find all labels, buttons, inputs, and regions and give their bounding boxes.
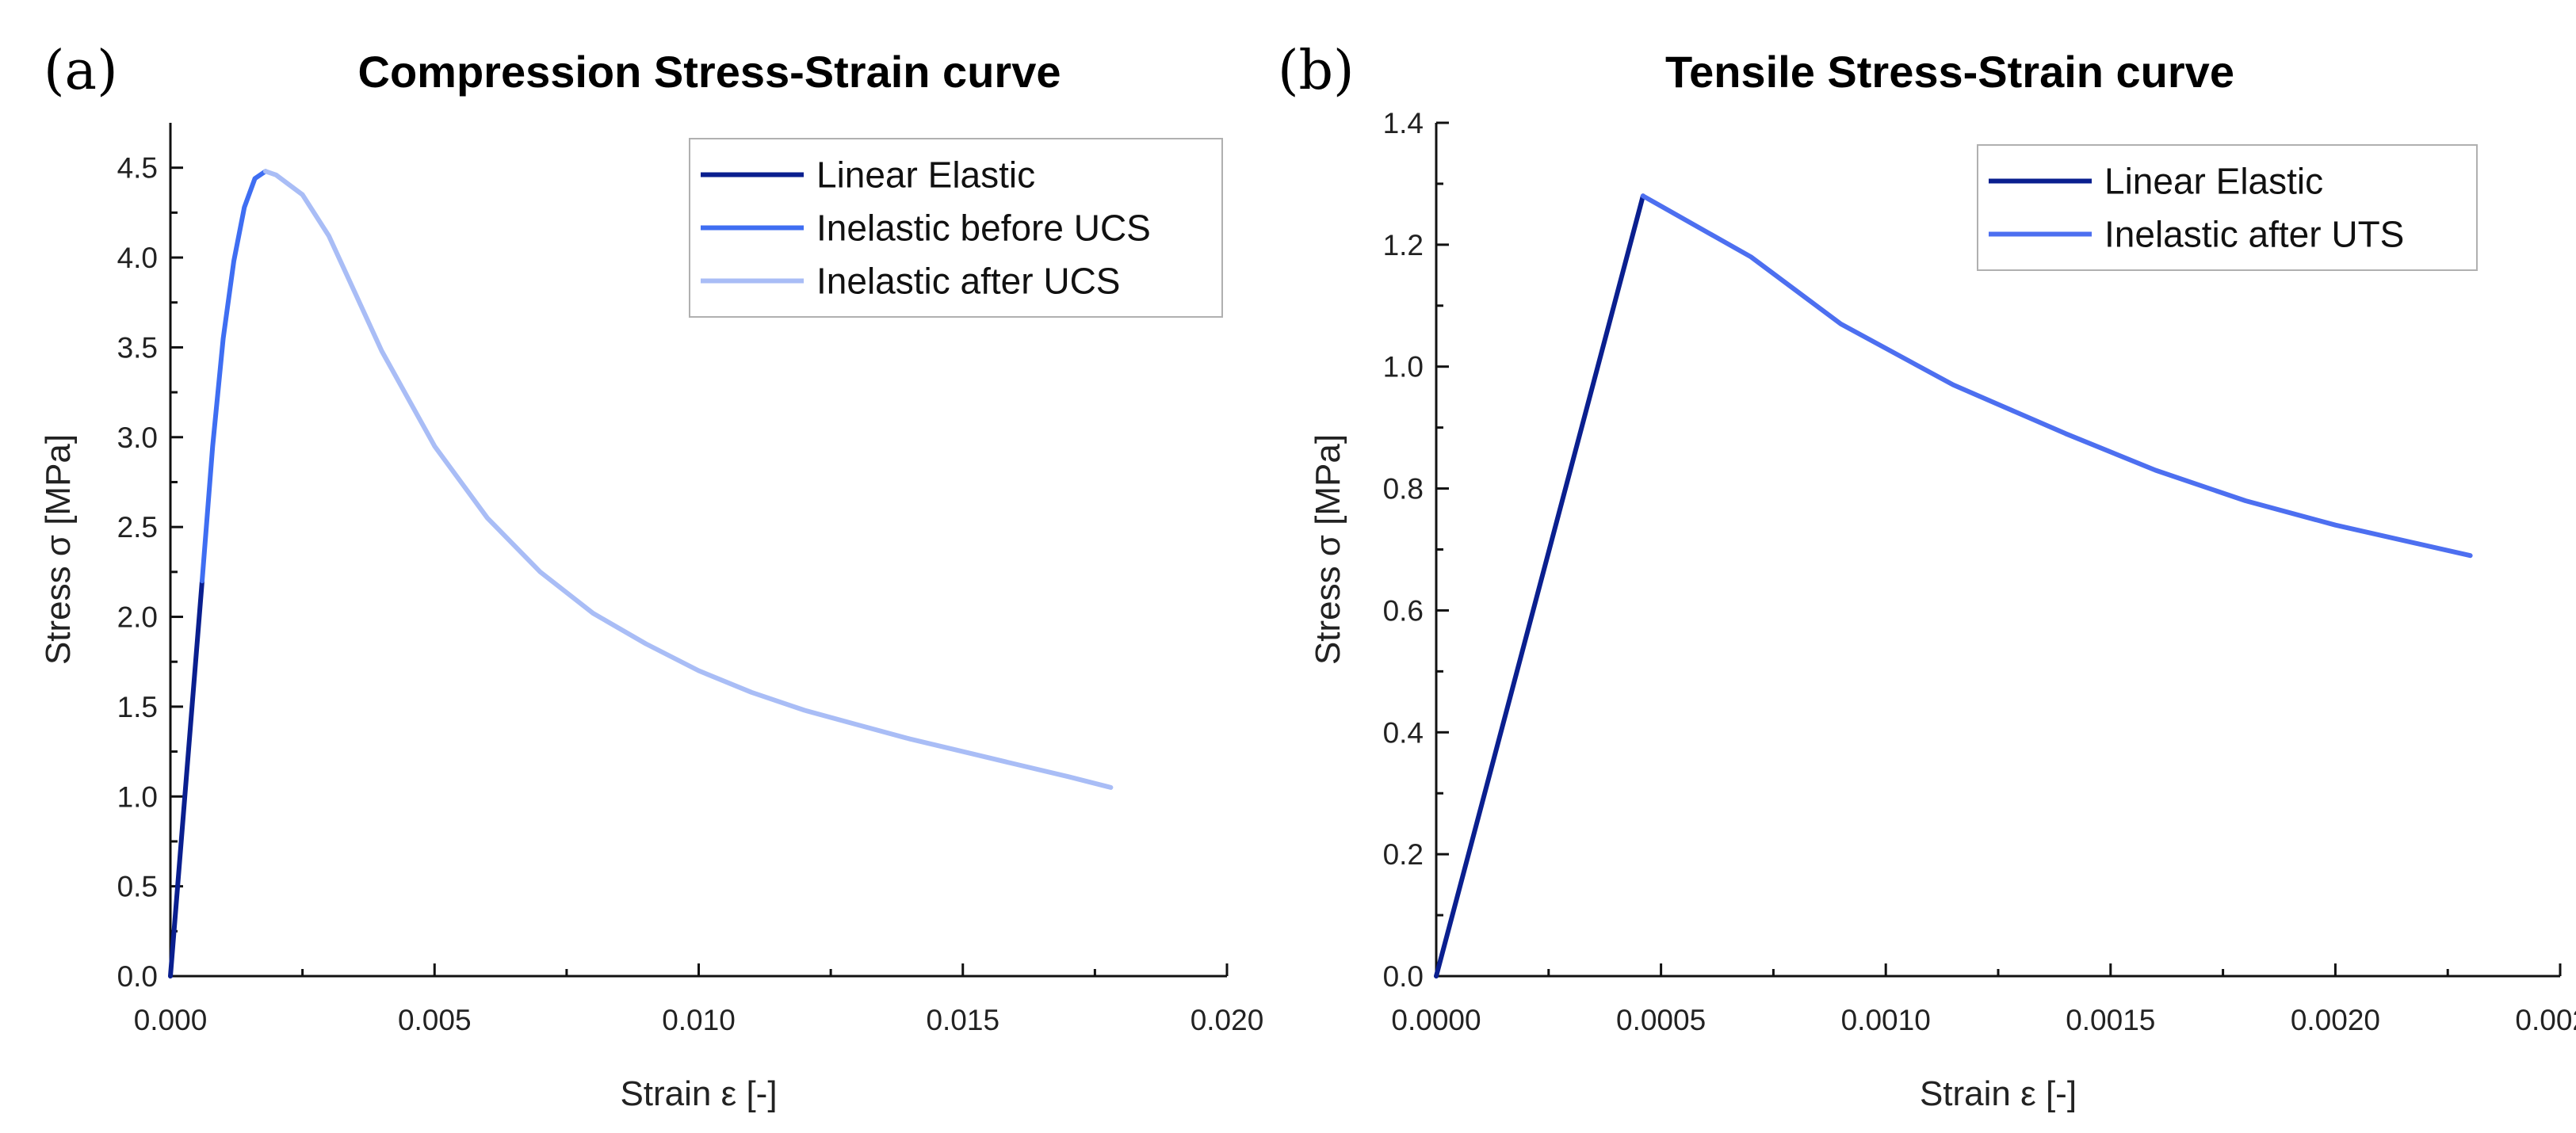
y-tick-label: 0.0 xyxy=(117,960,158,993)
x-tick-label: 0.0010 xyxy=(1841,1004,1931,1036)
y-tick-label: 0.6 xyxy=(1383,594,1424,627)
x-tick-label: 0.015 xyxy=(926,1004,999,1036)
panel-letter: (a) xyxy=(44,40,118,102)
y-tick-label: 2.0 xyxy=(117,601,158,634)
y-axis-label: Stress σ [MPa] xyxy=(1309,434,1347,665)
series-line-inelastic-after-uts xyxy=(1640,193,2473,559)
legend-box xyxy=(1977,144,2478,271)
legend: Linear Elastic Inelastic after UTS xyxy=(1977,144,2478,271)
x-tick-label: 0.0015 xyxy=(2066,1004,2155,1036)
series-line-inelastic-after-ucs xyxy=(263,169,1114,790)
legend-label: Inelastic before UCS xyxy=(816,208,1151,249)
legend: Linear Elastic Inelastic before UCS Inelas… xyxy=(689,138,1223,318)
y-tick-label: 0.4 xyxy=(1383,716,1424,749)
y-tick-label: 1.2 xyxy=(1383,229,1424,261)
y-tick-label: 4.0 xyxy=(117,242,158,274)
series-line-linear-elastic xyxy=(1434,193,1645,978)
x-axis-label: Strain ε [-] xyxy=(1920,1074,2077,1113)
y-tick-label: 1.4 xyxy=(1383,107,1424,139)
chart-panel-a: (a) Compression Stress-Strain curve 0.000 0… xyxy=(39,40,1263,1113)
y-tick-label: 1.0 xyxy=(117,780,158,813)
panel-letter: (b) xyxy=(1278,40,1355,102)
x-tick-label: 0.0005 xyxy=(1616,1004,1706,1036)
y-tick-label: 2.5 xyxy=(117,511,158,544)
x-tick-label: 0.0000 xyxy=(1391,1004,1481,1036)
legend-label: Linear Elastic xyxy=(816,154,1035,196)
x-tick-label: 0.005 xyxy=(398,1004,472,1036)
y-tick-label: 4.5 xyxy=(117,152,158,185)
x-axis-label: Strain ε [-] xyxy=(620,1074,777,1113)
y-tick-label: 3.5 xyxy=(117,331,158,364)
y-tick-label: 3.0 xyxy=(117,422,158,454)
y-tick-label: 1.5 xyxy=(117,691,158,723)
y-tick-label: 0.8 xyxy=(1383,473,1424,505)
x-tick-label: 0.010 xyxy=(662,1004,736,1036)
series-line-inelastic-before-ucs xyxy=(200,169,268,584)
x-tick-label: 0.0020 xyxy=(2291,1004,2380,1036)
chart-title: Tensile Stress-Strain curve xyxy=(1665,47,2234,97)
x-tick-label: 0.020 xyxy=(1191,1004,1264,1036)
y-tick-label: 0.5 xyxy=(117,871,158,903)
y-tick-label: 0.0 xyxy=(1383,960,1424,993)
legend-label: Linear Elastic xyxy=(2104,161,2323,202)
x-tick-label: 0.0025 xyxy=(2515,1004,2576,1036)
legend-label: Inelastic after UCS xyxy=(816,261,1120,302)
y-axis-label: Stress σ [MPa] xyxy=(39,434,78,665)
y-tick-label: 1.0 xyxy=(1383,351,1424,383)
x-tick-label: 0.000 xyxy=(134,1004,208,1036)
y-tick-label: 0.2 xyxy=(1383,838,1424,871)
chart-title: Compression Stress-Strain curve xyxy=(358,47,1061,97)
legend-label: Inelastic after UTS xyxy=(2104,214,2404,255)
series-line-linear-elastic xyxy=(168,578,204,978)
